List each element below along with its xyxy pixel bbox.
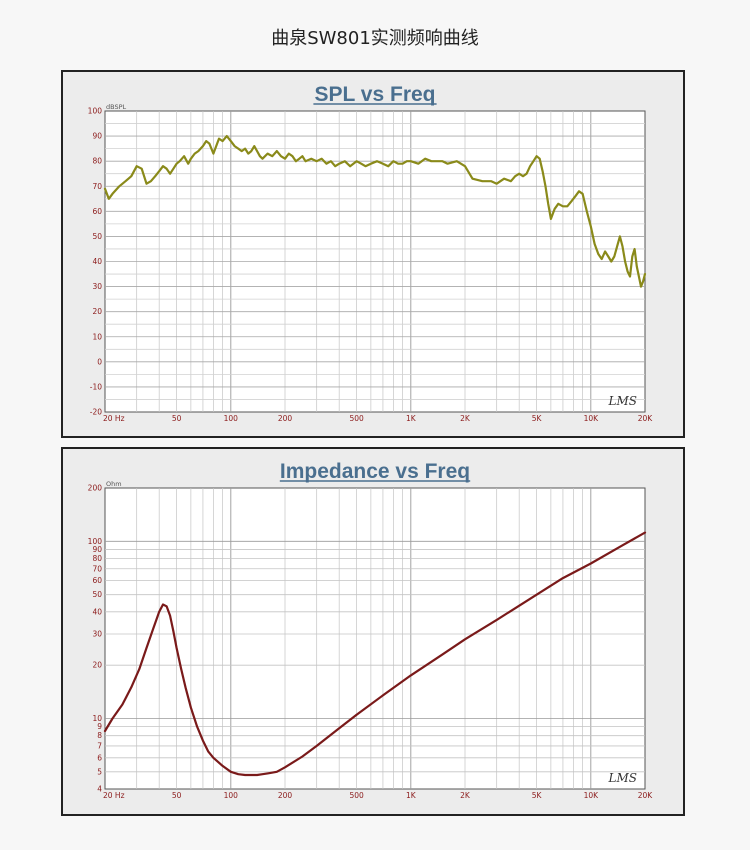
lms-watermark: LMS [608, 394, 637, 408]
lms-watermark: LMS [608, 771, 637, 785]
y-tick-label: 30 [92, 629, 102, 638]
y-tick-label: 60 [92, 576, 102, 585]
x-tick-label: 1K [406, 414, 417, 423]
y-tick-label: 60 [92, 207, 102, 216]
x-tick-label: 500 [349, 791, 364, 800]
y-tick-label: 80 [92, 157, 102, 166]
y-tick-label: 70 [92, 564, 102, 573]
y-tick-label: -10 [90, 382, 102, 391]
y-tick-label: 200 [88, 484, 103, 493]
y-tick-label: 20 [92, 661, 102, 670]
y-tick-label: 40 [92, 257, 102, 266]
x-tick-label: 200 [278, 414, 293, 423]
y-tick-label: 100 [88, 537, 103, 546]
y-tick-label: 90 [92, 545, 102, 554]
x-tick-label: 100 [224, 414, 239, 423]
x-tick-label: 20K [638, 791, 654, 800]
series-line [103, 531, 647, 777]
y-tick-label: 0 [97, 357, 102, 366]
y-tick-label: 9 [97, 722, 102, 731]
page-title: 曲泉SW801实测频响曲线 [271, 28, 479, 49]
y-tick-label: 6 [97, 753, 102, 762]
x-tick-label: 10K [584, 414, 600, 423]
y-tick-label: 10 [92, 332, 102, 341]
x-tick-label: 2K [460, 414, 471, 423]
x-tick-label: 200 [278, 791, 293, 800]
x-tick-label: 20 Hz [103, 791, 125, 800]
x-tick-label: 1K [406, 791, 417, 800]
y-tick-label: 30 [92, 282, 102, 291]
y-axis-label: dBSPL [106, 103, 127, 111]
impedance-chart-panel: Impedance vs Freq 4 5 6 7 8 9 10 20 30 40 50 60 70 80 9… [61, 447, 685, 816]
plot-area [104, 487, 646, 790]
x-tick-label: 5K [532, 414, 543, 423]
y-tick-label: 10 [92, 714, 102, 723]
y-tick-label: 100 [88, 107, 103, 116]
spl-chart-panel: SPL vs Freq -20 -10 0 10 20 30 40 50 60 70 80 90 100 d… [61, 70, 685, 438]
y-tick-label: 80 [92, 554, 102, 563]
x-tick-label: 5K [532, 791, 543, 800]
chart-title: SPL vs Freq [315, 83, 436, 106]
x-tick-label: 50 [172, 791, 182, 800]
x-tick-label: 500 [349, 414, 364, 423]
x-tick-label: 50 [172, 414, 182, 423]
y-tick-label: -20 [90, 408, 102, 417]
y-tick-label: 40 [92, 607, 102, 616]
chart-title: Impedance vs Freq [280, 460, 470, 483]
y-tick-label: 4 [97, 785, 102, 794]
y-tick-label: 7 [97, 741, 102, 750]
series-line [103, 134, 647, 288]
y-tick-label: 50 [92, 232, 102, 241]
y-axis-label: Ohm [106, 480, 122, 488]
y-tick-label: 5 [97, 767, 102, 776]
y-tick-label: 90 [92, 132, 102, 141]
x-tick-label: 20K [638, 414, 654, 423]
x-tick-label: 2K [460, 791, 471, 800]
y-tick-label: 8 [97, 731, 102, 740]
x-tick-label: 10K [584, 791, 600, 800]
x-tick-label: 20 Hz [103, 414, 125, 423]
y-tick-label: 70 [92, 182, 102, 191]
y-tick-label: 20 [92, 307, 102, 316]
x-tick-label: 100 [224, 791, 239, 800]
y-tick-label: 50 [92, 590, 102, 599]
